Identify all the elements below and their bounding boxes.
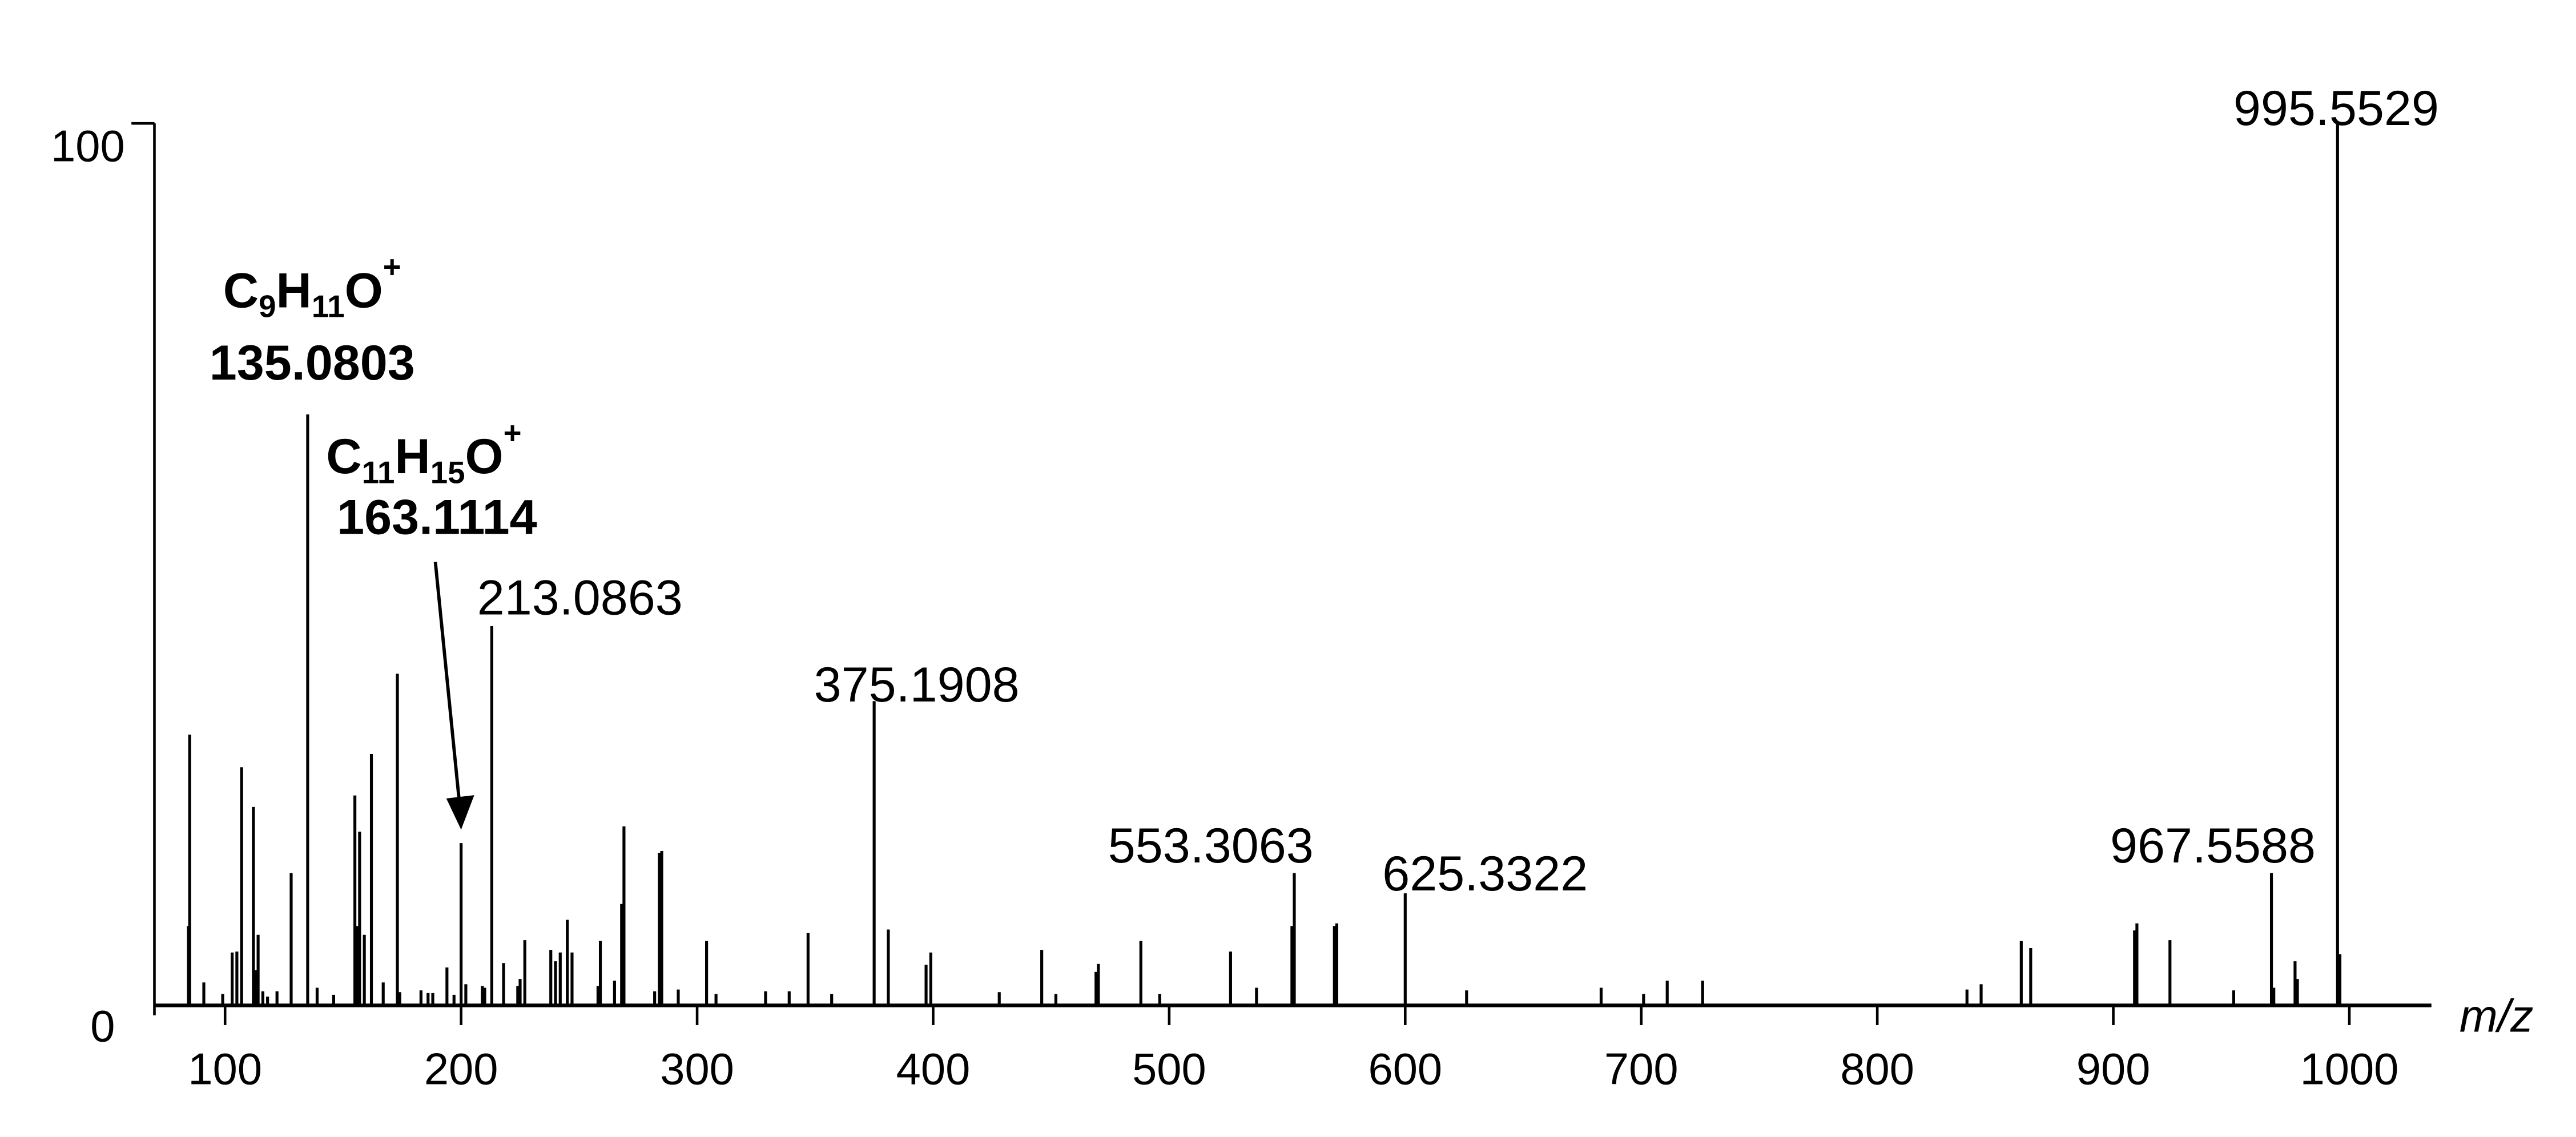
formula-part: H <box>395 429 430 484</box>
formula-part: 11 <box>362 455 395 490</box>
x-tick-label-100: 100 <box>188 1045 262 1094</box>
x-axis-label: m/z <box>2460 990 2534 1042</box>
ion-formula-label: C11H15O+ <box>326 416 521 490</box>
peak-label-553.3063: 553.3063 <box>1108 819 1314 873</box>
x-tick-label-300: 300 <box>660 1045 734 1094</box>
x-tick-label-200: 200 <box>424 1045 498 1094</box>
x-tick-label-700: 700 <box>1604 1045 1679 1094</box>
ion-formula-label: C9H11O+ <box>223 250 401 324</box>
annotations: 995.5529 967.5588 625.3322 553.3063 375.1908… <box>210 81 2439 901</box>
y-tick-label-100: 100 <box>51 122 125 171</box>
peak-label-213.0863: 213.0863 <box>477 571 683 626</box>
peak-label-135.0803: 135.0803 <box>210 336 415 390</box>
formula-part: 11 <box>312 289 345 324</box>
formula-part: + <box>504 416 522 450</box>
x-tick-label-400: 400 <box>896 1045 971 1094</box>
formula-part: O <box>465 429 504 484</box>
peaks <box>187 123 2342 1006</box>
annotation-arrow-shaft <box>433 562 461 804</box>
x-axis: m/z 100 200 300 400 500 600 700 800 900 1000 <box>154 990 2533 1094</box>
x-tick-label-1000: 1000 <box>2300 1045 2399 1094</box>
formula-part: C <box>326 429 361 484</box>
peak-label-995.5529: 995.5529 <box>2233 81 2439 136</box>
formula-part: O <box>345 263 383 318</box>
y-axis: 100 0 <box>51 122 156 1051</box>
x-tick-label-600: 600 <box>1368 1045 1443 1094</box>
peak-label-375.1908: 375.1908 <box>814 658 1020 712</box>
x-tick-label-500: 500 <box>1132 1045 1206 1094</box>
x-tick-label-900: 900 <box>2076 1045 2151 1094</box>
peak-label-967.5588: 967.5588 <box>2110 819 2316 873</box>
formula-part: C <box>223 263 259 318</box>
x-tick-label-800: 800 <box>1840 1045 1914 1094</box>
formula-part: 15 <box>430 455 465 490</box>
formula-part: 9 <box>259 289 276 324</box>
formula-part: H <box>276 263 312 318</box>
peak-label-163.1114: 163.1114 <box>337 490 537 545</box>
peak-label-625.3322: 625.3322 <box>1382 846 1588 901</box>
annotation-arrow-head-icon <box>446 795 474 830</box>
formula-part: + <box>383 250 401 285</box>
y-tick-label-0: 0 <box>90 1002 115 1051</box>
